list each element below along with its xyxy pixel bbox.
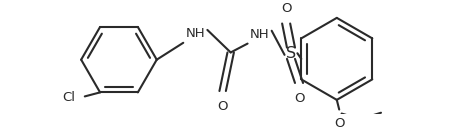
Text: NH: NH	[185, 28, 205, 40]
Text: O: O	[218, 100, 228, 113]
Text: S: S	[286, 46, 296, 61]
Text: O: O	[281, 2, 291, 15]
Text: O: O	[334, 117, 345, 130]
Text: Cl: Cl	[62, 91, 75, 104]
Text: NH: NH	[250, 28, 269, 41]
Text: O: O	[294, 92, 304, 105]
